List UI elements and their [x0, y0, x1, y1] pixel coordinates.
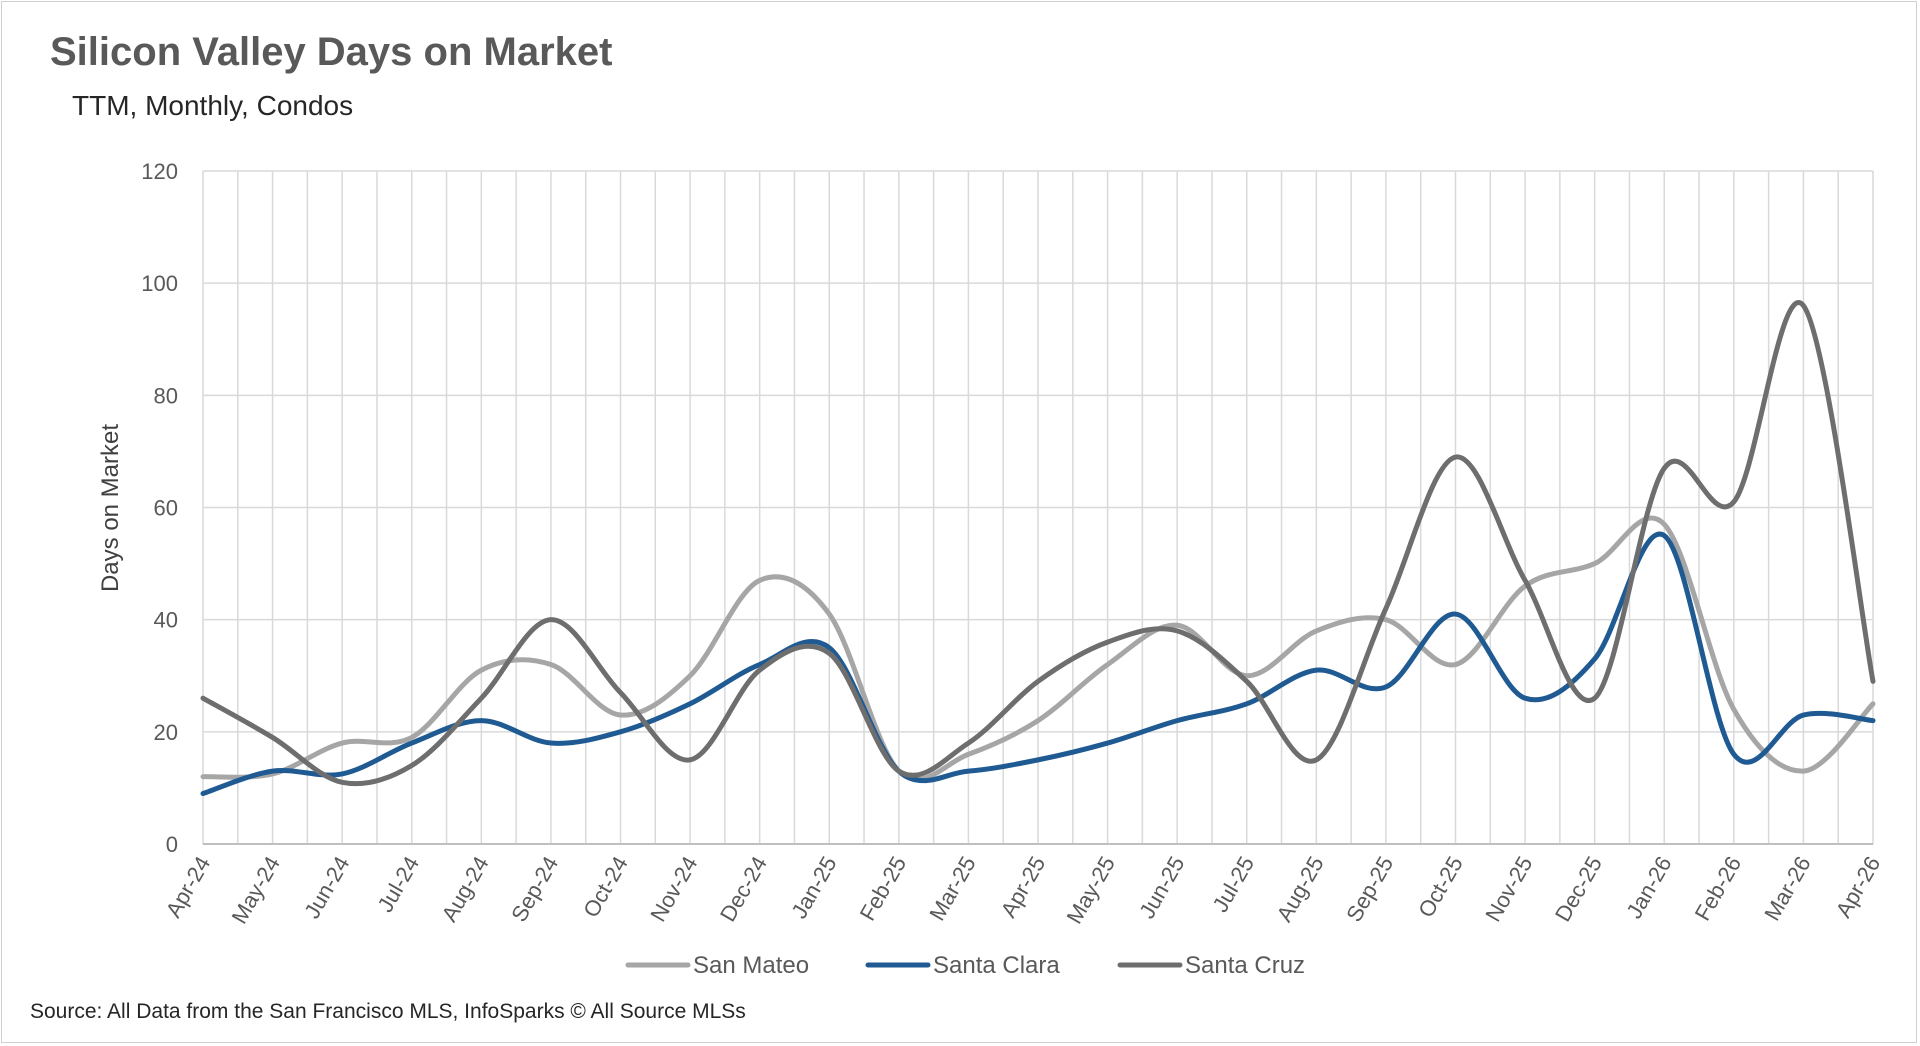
x-tick-label: Nov-24 [645, 852, 702, 926]
y-tick-label: 120 [141, 159, 178, 184]
x-tick-label: Jul-24 [372, 852, 424, 916]
x-tick-label: Jul-25 [1207, 852, 1259, 916]
legend: San Mateo Santa Clara Santa Cruz [625, 952, 1305, 979]
x-tick-label: Mar-25 [924, 852, 980, 925]
y-tick-label: 0 [166, 832, 178, 857]
x-axis-ticks: Apr-24 May-24 Jun-24 Jul-24 Aug-24 Sep-24 Oct-… [161, 852, 1886, 928]
y-tick-label: 40 [154, 608, 178, 633]
x-tick-label: Feb-26 [1690, 852, 1747, 925]
x-tick-label: Apr-26 [1831, 852, 1886, 922]
source-note: Source: All Data from the San Francisco … [30, 1000, 746, 1023]
x-tick-label: Nov-25 [1480, 852, 1537, 926]
y-tick-label: 80 [154, 383, 178, 408]
y-axis-title: Days on Market [97, 424, 124, 592]
x-tick-label: May-25 [1062, 852, 1120, 928]
y-axis-ticks: 0 20 40 60 80 100 120 [141, 159, 178, 857]
x-tick-label: Mar-26 [1759, 852, 1815, 925]
x-tick-label: Sep-25 [1341, 852, 1398, 926]
x-tick-label: Aug-24 [437, 852, 494, 926]
x-tick-label: Dec-24 [715, 852, 772, 926]
chart-subtitle: TTM, Monthly, Condos [72, 90, 354, 121]
x-tick-label: Apr-24 [161, 852, 216, 922]
legend-label-san-mateo: San Mateo [693, 952, 809, 979]
x-tick-label: Apr-25 [996, 852, 1051, 922]
y-tick-label: 100 [141, 271, 178, 296]
x-tick-label: Oct-24 [578, 852, 633, 922]
gridlines [202, 170, 1874, 845]
x-tick-label: Jan-25 [786, 852, 841, 923]
series-lines [200, 300, 1876, 797]
series-line-santa-clara [200, 531, 1876, 797]
legend-label-santa-cruz: Santa Cruz [1185, 952, 1305, 979]
x-tick-label: Oct-25 [1413, 852, 1468, 922]
x-tick-label: Aug-25 [1272, 852, 1329, 926]
x-tick-label: May-24 [227, 852, 285, 928]
x-tick-label: Jan-26 [1621, 852, 1676, 923]
x-tick-label: Jun-24 [299, 852, 354, 923]
series-line-santa-cruz [200, 300, 1876, 787]
x-tick-label: Feb-25 [855, 852, 912, 925]
series-line-san-mateo [200, 515, 1876, 782]
x-tick-label: Sep-24 [506, 852, 563, 926]
x-tick-label: Jun-25 [1134, 852, 1189, 923]
y-tick-label: 20 [154, 720, 178, 745]
legend-label-santa-clara: Santa Clara [933, 952, 1060, 979]
x-tick-label: Dec-25 [1550, 852, 1607, 926]
chart-title: Silicon Valley Days on Market [50, 30, 613, 74]
y-tick-label: 60 [154, 496, 178, 521]
